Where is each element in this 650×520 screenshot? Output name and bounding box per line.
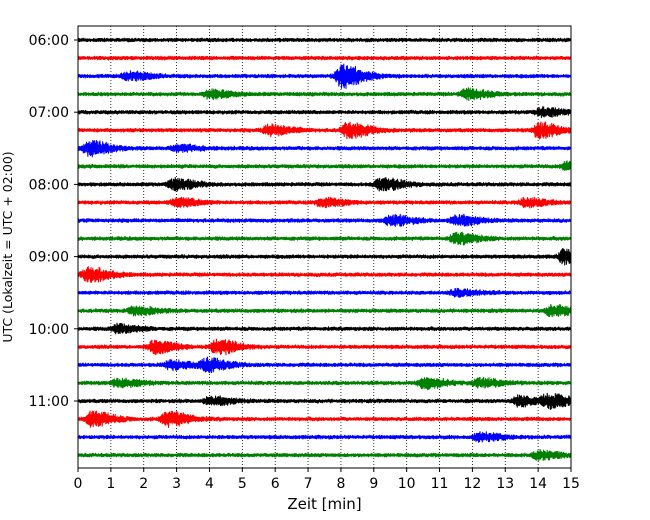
trace-line (77, 140, 572, 158)
x-tick-label: 14 (529, 476, 547, 492)
plot-frame (77, 25, 572, 469)
y-tick-label: 11:00 (29, 394, 69, 410)
trace-line (77, 160, 572, 171)
x-axis-label: Zeit [min] (287, 495, 361, 513)
trace-line (77, 55, 572, 61)
x-tick-label: 9 (369, 476, 378, 492)
trace-line (77, 431, 572, 443)
trace-line (77, 376, 572, 391)
trace-line (77, 287, 572, 298)
y-tick-label: 06:00 (29, 33, 69, 49)
x-tick-label: 10 (398, 476, 416, 492)
x-tick-label: 1 (106, 476, 115, 492)
y-tick-label: 07:00 (29, 105, 69, 121)
trace-layer (77, 37, 572, 462)
trace-line (77, 448, 572, 462)
x-tick-label: 12 (463, 476, 481, 492)
x-tick-label: 6 (271, 476, 280, 492)
trace-line (77, 213, 572, 227)
trace-line (77, 322, 572, 335)
trace-line (77, 87, 572, 102)
trace-line (77, 356, 572, 374)
x-tick-label: 5 (238, 476, 247, 492)
y-tick-label: 09:00 (29, 250, 69, 266)
x-tick-label: 4 (205, 476, 214, 492)
x-tick-label: 8 (336, 476, 345, 492)
trace-line (77, 231, 572, 246)
trace-line (77, 338, 572, 356)
trace-line (77, 106, 572, 119)
x-tick-label: 7 (304, 476, 313, 492)
x-tick-label: 15 (562, 476, 580, 492)
x-tick-label: 11 (431, 476, 449, 492)
y-tick-label: 08:00 (29, 177, 69, 193)
y-tick-label: 10:00 (29, 322, 69, 338)
trace-line (77, 196, 572, 209)
trace-line (77, 63, 572, 89)
y-axis-label: UTC (Lokalzeit = UTC + 02:00) (0, 151, 15, 342)
x-tick-label: 0 (74, 476, 83, 492)
trace-line (77, 266, 572, 283)
x-tick-label: 3 (172, 476, 181, 492)
trace-line (77, 303, 572, 318)
x-tick-label: 13 (496, 476, 514, 492)
x-tick-label: 2 (139, 476, 148, 492)
trace-line (77, 410, 572, 429)
trace-line (77, 177, 572, 192)
trace-line (77, 121, 572, 140)
trace-line (77, 248, 572, 266)
trace-line (77, 392, 572, 411)
tick-layer: 0 1 2 3 4 5 6 7 8 9 10 11 12 13 14 1506:0007:0008:0009:… (29, 33, 580, 492)
trace-line (77, 37, 572, 43)
